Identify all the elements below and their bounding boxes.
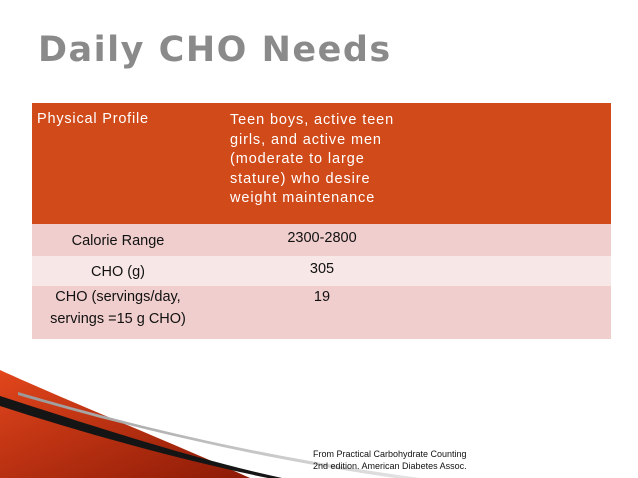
row-label: CHO (g) xyxy=(91,264,145,280)
row-label: Calorie Range xyxy=(71,233,165,249)
citation-line-2: 2nd edition. American Diabetes Assoc. xyxy=(313,461,467,471)
citation-line-1: From Practical Carbohydrate Counting xyxy=(313,449,467,459)
row-label: CHO (servings/day, servings =15 g CHO) xyxy=(50,289,186,327)
table-row: CHO (servings/day, servings =15 g CHO) 1… xyxy=(32,286,611,339)
row-value: 305 xyxy=(309,261,335,277)
swoosh-red-shape xyxy=(0,370,250,478)
slide-title: Daily CHO Needs xyxy=(38,30,392,70)
row-value: 19 xyxy=(313,289,331,305)
table-header-row: Physical Profile Teen boys, active teen … xyxy=(32,103,611,224)
source-citation: From Practical Carbohydrate Counting 2nd… xyxy=(313,448,467,472)
header-label: Physical Profile xyxy=(37,111,149,127)
header-value: Teen boys, active teen girls, and active… xyxy=(230,112,395,206)
decorative-swoosh xyxy=(0,370,420,478)
table-row: Calorie Range 2300-2800 xyxy=(32,224,611,256)
table-row: CHO (g) 305 xyxy=(32,256,611,286)
cho-needs-table: Physical Profile Teen boys, active teen … xyxy=(32,103,611,339)
row-value: 2300-2800 xyxy=(287,230,357,246)
